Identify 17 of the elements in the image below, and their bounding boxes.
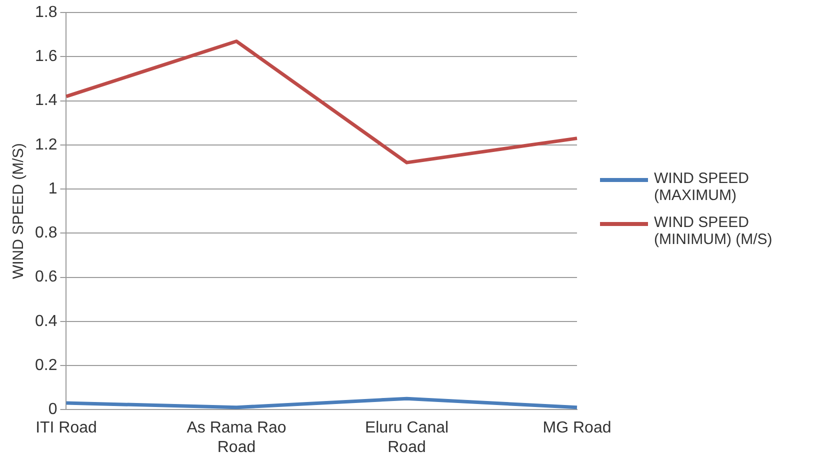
y-tick-label: 1 [48,180,58,198]
y-tick-label: 1.2 [34,136,58,154]
y-tick-label: 1.4 [34,92,58,110]
y-tick-label: 0.4 [34,312,58,330]
y-axis-title: WIND SPEED (M/S) [10,143,28,280]
x-tick-label: Eluru Canal Road [364,420,449,456]
y-tick-label: 0.6 [34,268,58,286]
legend-label: WIND SPEED (MINIMUM) (M/S) [654,214,774,248]
x-tick-label: As Rama Rao Road [186,420,286,456]
y-tick-label: 0 [48,401,58,418]
y-tick-label: 1.8 [34,4,58,22]
y-tick-label: 1.6 [34,48,58,66]
x-tick-label: MG Road [542,420,612,437]
x-tick-label: ITI Road [36,420,97,437]
legend-label: WIND SPEED (MAXIMUM) [654,170,750,204]
y-tick-label: 0.2 [34,356,58,374]
y-tick-label: 0.8 [34,224,58,242]
